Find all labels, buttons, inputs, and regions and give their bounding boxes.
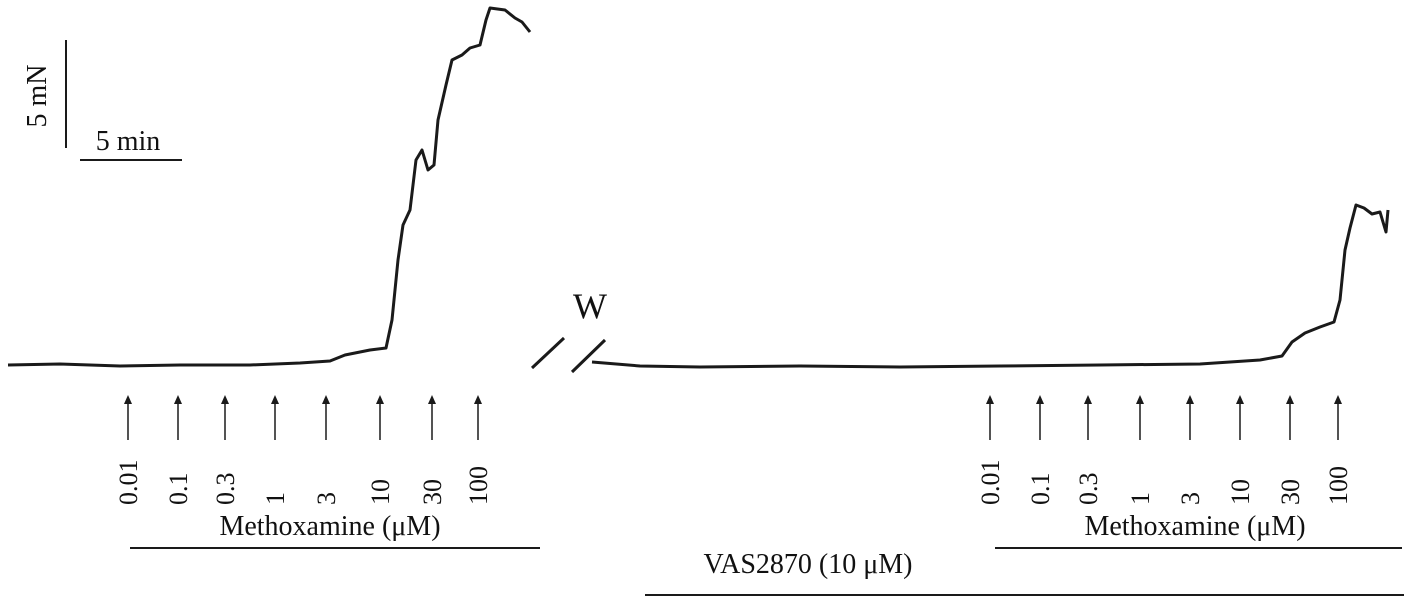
- dose-arrowhead: [322, 395, 330, 404]
- drug-label: Methoxamine (μM): [1084, 511, 1305, 542]
- dose-label: 0.01: [114, 460, 143, 506]
- dose-arrowhead: [174, 395, 182, 404]
- washout-label: W: [573, 286, 607, 326]
- dose-label: 0.1: [1026, 473, 1055, 506]
- break-mark: [570, 338, 607, 374]
- dose-label: 0.3: [1074, 473, 1103, 506]
- dose-arrowhead: [986, 395, 994, 404]
- time-scale-label: 5 min: [96, 126, 161, 157]
- dose-label: 0.3: [211, 473, 240, 506]
- dose-arrowhead: [1136, 395, 1144, 404]
- dose-label: 30: [418, 479, 447, 505]
- dose-arrowhead: [1334, 395, 1342, 404]
- dose-arrowhead: [271, 395, 279, 404]
- dose-arrowhead: [1236, 395, 1244, 404]
- dose-label: 3: [1176, 492, 1205, 505]
- dose-arrowhead: [1084, 395, 1092, 404]
- dose-label: 10: [366, 479, 395, 505]
- break-mark: [530, 336, 566, 370]
- dose-arrowhead: [428, 395, 436, 404]
- force-scale-label: 5 mN: [22, 65, 53, 128]
- drug-label: Methoxamine (μM): [219, 511, 440, 542]
- dose-label: 1: [261, 492, 290, 505]
- dose-label: 10: [1226, 479, 1255, 505]
- dose-arrowhead: [1286, 395, 1294, 404]
- pretreatment-label: VAS2870 (10 μM): [704, 549, 913, 580]
- dose-arrowhead: [1186, 395, 1194, 404]
- trace-control: [7, 6, 532, 368]
- dose-label: 100: [464, 466, 493, 505]
- dose-arrowhead: [1036, 395, 1044, 404]
- dose-arrowhead: [474, 395, 482, 404]
- dose-label: 30: [1276, 479, 1305, 505]
- dose-label: 1: [1126, 492, 1155, 505]
- dose-label: 3: [312, 492, 341, 505]
- dose-label: 0.01: [976, 460, 1005, 506]
- dose-arrowhead: [124, 395, 132, 404]
- dose-arrowhead: [376, 395, 384, 404]
- trace-vas2870: [591, 203, 1390, 369]
- dose-arrowhead: [221, 395, 229, 404]
- dose-label: 0.1: [164, 473, 193, 506]
- dose-label: 100: [1324, 466, 1353, 505]
